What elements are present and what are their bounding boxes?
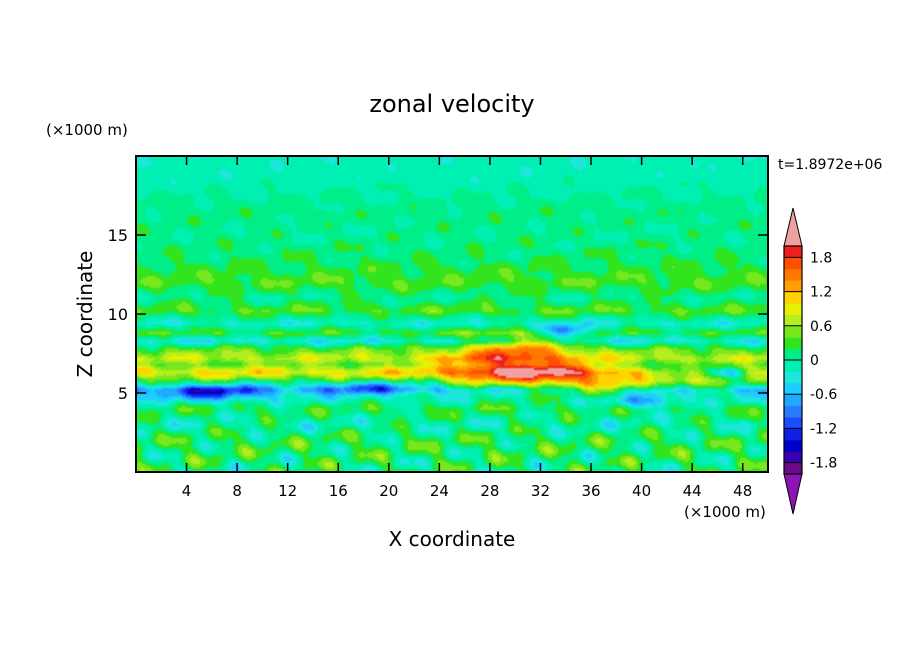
colorbar-swatch [784, 462, 802, 475]
x-tick-label: 16 [329, 482, 348, 500]
colorbar-swatch [784, 451, 802, 464]
colorbar-tick-label: 0.6 [810, 319, 832, 335]
colorbar-swatch [784, 382, 802, 395]
x-tick-label: 8 [232, 482, 242, 500]
colorbar-swatch [784, 280, 802, 293]
time-label: t=1.8972e+06 [778, 157, 882, 173]
y-tick-label: 5 [118, 384, 128, 403]
colorbar-swatch [784, 371, 802, 384]
colorbar-tick-label: -1.8 [810, 456, 837, 472]
colorbar-tick-label: 1.2 [810, 285, 832, 301]
x-tick-label: 36 [581, 482, 600, 500]
colorbar-swatch [784, 257, 802, 270]
colorbar-swatch [784, 417, 802, 429]
colorbar-over-arrow [783, 207, 803, 247]
colorbar-swatch [784, 428, 802, 441]
colorbar-under-arrow [783, 473, 803, 515]
y-tick-label: 10 [108, 305, 128, 324]
colorbar-swatch [784, 394, 802, 407]
x-tick-label: 44 [683, 482, 702, 500]
x-tick-label: 12 [278, 482, 297, 500]
colorbar-swatch [784, 314, 802, 327]
colorbar-tick-label: 0 [810, 353, 819, 369]
y-axis-ticks: 5 10 15 [108, 226, 768, 403]
colorbar-swatch [784, 405, 802, 418]
colorbar: 1.8 1.2 0.6 0 -0.6 -1.2 -1.8 [783, 207, 837, 515]
colorbar-swatch [784, 348, 802, 361]
colorbar-swatch [784, 325, 802, 338]
colorbar-swatch [784, 291, 802, 304]
chart-title: zonal velocity [369, 90, 534, 118]
x-axis-label: X coordinate [389, 527, 516, 551]
colorbar-swatch [784, 439, 802, 452]
x-tick-label: 20 [379, 482, 398, 500]
colorbar-swatch [784, 337, 802, 350]
colorbar-swatch [784, 268, 802, 281]
x-tick-label: 28 [480, 482, 499, 500]
colorbar-tick-label: 1.8 [810, 250, 832, 266]
x-tick-label: 24 [430, 482, 449, 500]
z-unit-label: (×1000 m) [46, 121, 128, 139]
colorbar-swatch [784, 246, 802, 258]
y-tick-label: 15 [108, 226, 128, 245]
x-tick-label: 32 [531, 482, 550, 500]
x-tick-label: 4 [182, 482, 192, 500]
x-tick-label: 48 [733, 482, 752, 500]
x-tick-label: 40 [632, 482, 651, 500]
colorbar-tick-label: -1.2 [810, 421, 837, 437]
x-axis-ticks: 4 8 12 16 20 24 28 32 36 40 44 48 [182, 156, 752, 500]
x-unit-label: (×1000 m) [684, 503, 766, 521]
y-axis-label: Z coordinate [73, 251, 97, 378]
colorbar-swatch [784, 360, 802, 372]
velocity-field-heatmap [136, 156, 768, 472]
colorbar-tick-label: -0.6 [810, 387, 837, 403]
colorbar-swatch [784, 303, 802, 315]
